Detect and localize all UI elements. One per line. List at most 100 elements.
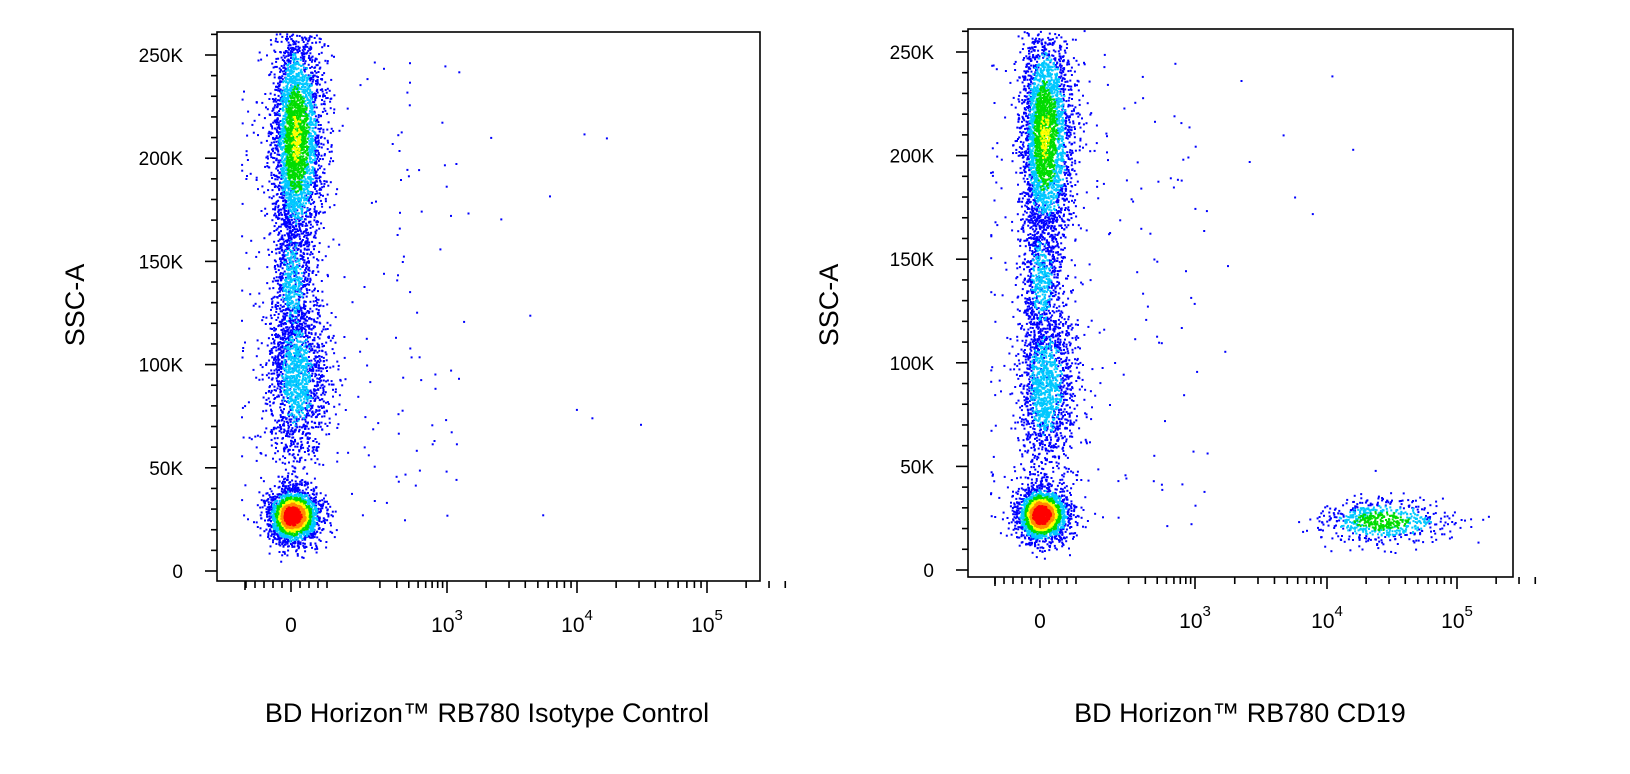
event-dot (409, 347, 412, 350)
event-dot (333, 352, 336, 355)
event-dot (292, 333, 295, 336)
event-dot (309, 212, 311, 215)
event-dot (301, 73, 304, 76)
event-dot (273, 225, 276, 228)
event-dot (321, 299, 324, 302)
event-dot (283, 273, 286, 276)
event-dot (314, 513, 316, 516)
event-dot (293, 414, 296, 417)
event-dot (297, 418, 300, 421)
event-dot (309, 227, 312, 229)
event-dot (314, 97, 317, 100)
event-dot (289, 295, 292, 298)
event-dot (301, 49, 304, 52)
event-dot (434, 387, 437, 390)
event-dot (332, 160, 335, 163)
event-dot (270, 530, 273, 533)
event-dot (317, 524, 320, 527)
event-dot (322, 227, 325, 229)
event-dot (268, 390, 271, 392)
event-dot (327, 515, 330, 518)
event-dot (299, 268, 302, 271)
event-dot (306, 472, 309, 475)
event-dot (275, 214, 278, 217)
event-dot (300, 65, 303, 67)
event-dot (309, 158, 312, 161)
event-dot (275, 200, 278, 203)
event-dot (261, 506, 264, 509)
event-dot (277, 150, 280, 153)
event-dot (300, 232, 303, 235)
event-dot (271, 328, 273, 330)
event-dot (284, 443, 287, 446)
event-dot (297, 318, 300, 321)
event-dot (272, 208, 275, 211)
event-dot (278, 83, 281, 86)
event-dot (294, 318, 297, 321)
event-dot (303, 235, 306, 238)
event-dot (327, 502, 330, 505)
event-dot (294, 457, 297, 460)
event-dot (282, 338, 285, 341)
event-dot (298, 206, 301, 209)
event-dot (299, 492, 302, 495)
event-dot (295, 208, 298, 211)
event-dot (311, 414, 314, 416)
event-dot (318, 37, 321, 40)
event-dot (290, 34, 293, 37)
event-dot (286, 320, 288, 323)
event-dot (294, 353, 297, 356)
event-dot (406, 168, 409, 171)
event-dot (256, 526, 259, 528)
event-dot (282, 177, 285, 180)
event-dot (279, 337, 282, 340)
event-dot (294, 241, 296, 244)
event-dot (292, 380, 295, 383)
event-dot (295, 193, 298, 196)
event-dot (308, 54, 311, 57)
event-dot (288, 226, 291, 228)
event-dot (318, 145, 321, 148)
event-dot (306, 350, 309, 353)
event-dot (279, 320, 282, 323)
event-dot (309, 35, 312, 38)
event-dot (290, 78, 293, 80)
event-dot (297, 492, 300, 495)
event-dot (296, 460, 299, 463)
event-dot (334, 341, 337, 344)
event-dot (316, 395, 319, 398)
event-dot (291, 253, 294, 256)
event-dot (308, 37, 311, 39)
event-dot (279, 33, 282, 36)
event-dot (305, 533, 308, 536)
event-dot (278, 114, 281, 117)
event-dot (312, 369, 315, 372)
event-dot (273, 49, 276, 52)
event-dot (310, 46, 313, 49)
event-dot (308, 77, 311, 79)
event-dot (289, 240, 292, 243)
event-dot (312, 426, 315, 429)
event-dot (303, 211, 306, 214)
event-dot (318, 67, 321, 70)
event-dot (309, 253, 312, 256)
event-dot (308, 160, 311, 163)
event-dot (279, 265, 282, 268)
event-dot (308, 310, 311, 313)
event-dot (287, 272, 290, 275)
event-dot (305, 360, 308, 363)
event-dot (301, 57, 304, 60)
event-dot (327, 514, 330, 517)
event-dot (278, 184, 281, 187)
event-dot (315, 145, 318, 148)
event-dot (329, 107, 332, 110)
event-dot (303, 397, 306, 400)
event-dot (289, 198, 291, 201)
event-dot (289, 320, 292, 323)
event-dot (288, 274, 291, 277)
event-dot (295, 395, 298, 398)
event-dot (276, 364, 279, 367)
event-dot (314, 501, 317, 504)
event-dot (332, 383, 335, 386)
event-dot (294, 402, 297, 405)
